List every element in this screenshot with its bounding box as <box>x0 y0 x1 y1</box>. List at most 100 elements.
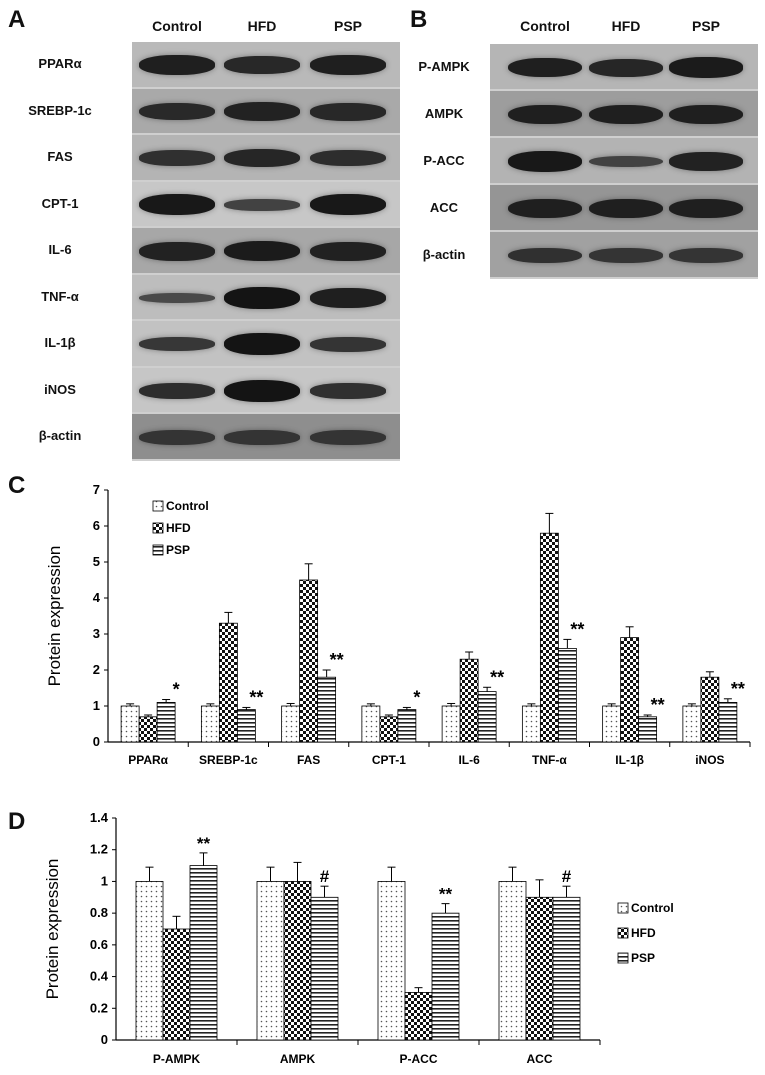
panel-a-band <box>139 194 215 216</box>
panel-b-band <box>589 248 663 263</box>
legend-label: PSP <box>631 951 655 965</box>
bar-psp <box>552 896 581 1041</box>
x-tick-label: P-AMPK <box>153 1052 201 1066</box>
significance-mark: ** <box>249 687 263 707</box>
bar-chart-c: 0 1 2 3 4 5 6 7 Protein expression PPARα * SREBP-1c… <box>45 482 751 767</box>
bar-psp <box>477 691 497 743</box>
x-tick-label: PPARα <box>128 753 168 767</box>
panel-b-row-label: P-AMPK <box>418 58 470 74</box>
panel-b-band <box>669 152 743 171</box>
legend-label: HFD <box>631 926 656 940</box>
panel-a-lane-header: Control <box>152 18 202 34</box>
panel-a-band <box>139 337 215 352</box>
panel-a-lane-header: PSP <box>333 18 362 34</box>
panel-b-lane-header: PSP <box>691 18 720 34</box>
y-tick-label: 1 <box>93 698 100 713</box>
bar-hfd <box>539 532 559 743</box>
panel-a-band <box>310 150 386 167</box>
bar-control <box>281 705 301 743</box>
bar-hfd <box>283 881 312 1041</box>
x-tick-label: SREBP-1c <box>199 753 258 767</box>
panel-a-band <box>224 102 300 122</box>
panel-b-lane-header: HFD <box>611 18 641 34</box>
panel-a-row-label: TNF-α <box>41 288 79 304</box>
significance-mark: # <box>320 867 330 886</box>
bar-control <box>256 881 285 1041</box>
y-tick-label: 0.8 <box>90 905 108 920</box>
y-tick-label: 1.4 <box>90 810 109 825</box>
bar-hfd <box>620 637 640 743</box>
panel-a-lane-header: HFD <box>247 18 277 34</box>
bar-psp <box>310 896 339 1041</box>
x-tick-label: IL-6 <box>458 753 480 767</box>
y-tick-label: 7 <box>93 482 100 497</box>
panel-a-band <box>310 429 386 445</box>
y-tick-label: 0 <box>101 1032 108 1047</box>
panel-a-row-label: PPARα <box>38 56 82 72</box>
legend-label: Control <box>166 499 209 513</box>
x-tick-label: IL-1β <box>615 753 644 767</box>
y-tick-label: 4 <box>93 590 101 605</box>
panel-b-band <box>669 198 743 219</box>
bar-hfd <box>138 716 158 743</box>
bar-psp <box>431 912 460 1041</box>
panel-a-band <box>224 56 300 74</box>
y-axis-label: Protein expression <box>45 546 64 687</box>
panel-b-row-label: ACC <box>429 199 459 215</box>
legend-swatch <box>152 500 164 512</box>
panel-b-band <box>669 57 743 78</box>
bar-psp <box>718 701 738 743</box>
panel-a-letter: A <box>8 6 26 33</box>
y-tick-label: 0 <box>93 734 100 749</box>
significance-mark: # <box>562 867 572 886</box>
panel-b-band <box>669 104 743 125</box>
y-axis-label: Protein expression <box>43 859 62 1000</box>
bar-hfd <box>218 622 238 743</box>
bar-control <box>200 705 220 743</box>
panel-b-band <box>669 248 743 263</box>
y-tick-label: 1 <box>101 873 108 888</box>
significance-mark: ** <box>439 885 453 904</box>
x-tick-label: iNOS <box>695 753 724 767</box>
y-tick-label: 5 <box>93 554 100 569</box>
panel-c-letter: C <box>8 472 26 499</box>
panel-a-band <box>139 150 215 167</box>
bar-psp <box>236 709 256 743</box>
bar-control <box>441 705 461 743</box>
panel-a-row-label: iNOS <box>44 381 76 397</box>
bar-control <box>120 705 140 743</box>
panel-a-row-label: SREBP-1c <box>28 102 92 118</box>
panel-b-row-label: AMPK <box>424 105 464 121</box>
legend-label: HFD <box>166 521 191 535</box>
x-tick-label: CPT-1 <box>372 753 406 767</box>
bar-control <box>361 705 381 743</box>
panel-a-row-label: β-actin <box>38 428 82 444</box>
bar-control <box>521 705 541 743</box>
bar-psp <box>638 716 658 743</box>
significance-mark: * <box>413 687 420 707</box>
bar-psp <box>557 647 577 743</box>
legend-label: PSP <box>166 543 190 557</box>
panel-a-band <box>224 379 300 402</box>
y-tick-label: 0.6 <box>90 937 108 952</box>
y-tick-label: 0.2 <box>90 1000 108 1015</box>
bar-hfd <box>162 928 191 1041</box>
panel-b-band <box>589 58 663 77</box>
significance-mark: ** <box>490 667 504 687</box>
bar-hfd <box>525 896 554 1041</box>
panel-b-band <box>589 104 663 125</box>
panel-a-band <box>139 429 215 445</box>
panel-b-band <box>589 155 663 168</box>
significance-mark: ** <box>570 619 584 639</box>
y-tick-label: 2 <box>93 662 100 677</box>
x-tick-label: TNF-α <box>532 753 567 767</box>
panel-a-row-label: IL-1β <box>44 335 76 351</box>
significance-mark: ** <box>197 834 211 853</box>
x-tick-label: ACC <box>527 1052 553 1066</box>
x-tick-label: AMPK <box>280 1052 316 1066</box>
panel-a-band <box>139 55 215 76</box>
bar-control <box>377 881 406 1041</box>
bar-control <box>498 881 527 1041</box>
legend-swatch <box>152 522 164 534</box>
panel-b-letter: B <box>410 6 428 33</box>
